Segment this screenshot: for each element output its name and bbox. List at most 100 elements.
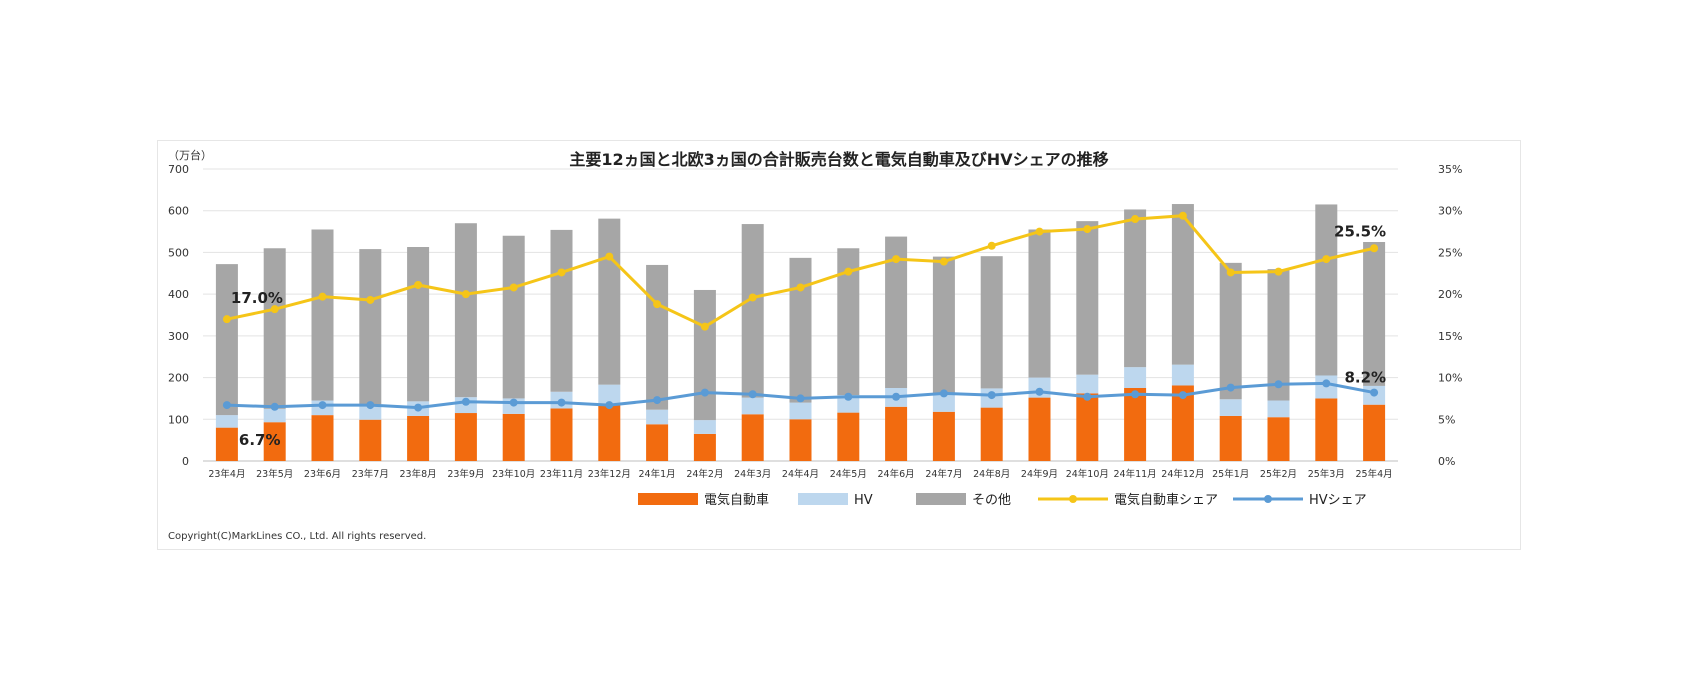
ev-share-point bbox=[605, 252, 614, 261]
bar-other bbox=[885, 236, 908, 388]
bar-ev bbox=[263, 422, 286, 461]
bar-other bbox=[1124, 209, 1147, 368]
annotations: 17.0% 6.7% 25.5% 8.2% bbox=[231, 222, 1386, 449]
ev-share-point bbox=[222, 315, 231, 324]
bar-hv bbox=[215, 415, 238, 428]
bar-hv bbox=[741, 397, 764, 415]
hv-share-point bbox=[653, 396, 662, 405]
hv-share-point bbox=[1274, 380, 1283, 389]
bar-other bbox=[1363, 242, 1386, 386]
bar-other bbox=[215, 264, 238, 416]
hv-share-point bbox=[414, 403, 423, 412]
y-left-axis: 0 100 200 300 400 500 600 700 bbox=[168, 163, 189, 468]
x-tick-label: 24年7月 bbox=[925, 468, 962, 480]
bar-hv bbox=[932, 393, 955, 412]
x-tick-label: 25年3月 bbox=[1308, 468, 1345, 480]
y-left-tick-label: 200 bbox=[168, 372, 189, 385]
hv-share-point bbox=[366, 401, 375, 410]
hv-share-point bbox=[939, 389, 948, 398]
bar-ev bbox=[932, 411, 955, 461]
bar-other bbox=[502, 235, 525, 399]
hv-share-point bbox=[1370, 388, 1379, 397]
bar-hv bbox=[263, 408, 286, 423]
x-tick-label: 24年12月 bbox=[1161, 468, 1204, 480]
y-left-tick-label: 600 bbox=[168, 205, 189, 218]
x-tick-label: 25年1月 bbox=[1212, 468, 1249, 480]
ev-share-point bbox=[653, 300, 662, 309]
bar-ev bbox=[311, 415, 334, 461]
ev-share-point bbox=[366, 295, 375, 304]
ev-share-point bbox=[1178, 211, 1187, 220]
bar-other bbox=[263, 248, 286, 409]
y-right-tick-label: 35% bbox=[1438, 163, 1462, 176]
x-axis: 23年4月 23年5月 23年6月 23年7月 23年8月 23年9月 23年10月 23年1… bbox=[208, 468, 1392, 480]
legend-label: HVシェア bbox=[1309, 493, 1367, 508]
y-left-tick-label: 500 bbox=[168, 246, 189, 259]
ev-share-point bbox=[1035, 227, 1044, 236]
ev-share-point bbox=[270, 305, 279, 314]
x-tick-label: 23年9月 bbox=[447, 468, 484, 480]
ev-share-point bbox=[987, 241, 996, 250]
x-tick-label: 24年10月 bbox=[1066, 468, 1109, 480]
legend-label: HV bbox=[854, 493, 873, 508]
hv-share-point bbox=[892, 392, 901, 401]
hv-share-point bbox=[987, 391, 996, 400]
bar-other bbox=[407, 247, 430, 402]
ev-share-point bbox=[844, 267, 853, 276]
bar-hv bbox=[789, 402, 812, 420]
bar-other bbox=[598, 218, 621, 385]
anno-ev-first: 17.0% bbox=[231, 289, 283, 307]
bar-hv bbox=[1267, 400, 1290, 418]
bar-other bbox=[1219, 262, 1242, 400]
ev-share-point bbox=[700, 322, 709, 331]
bar-other bbox=[1076, 221, 1099, 375]
x-tick-label: 23年8月 bbox=[400, 468, 437, 480]
x-tick-label: 23年6月 bbox=[304, 468, 341, 480]
y-right-tick-label: 30% bbox=[1438, 205, 1462, 218]
bar-ev bbox=[1171, 385, 1194, 461]
bar-stacks bbox=[215, 204, 1386, 461]
hv-share-point bbox=[1322, 379, 1331, 388]
ev-share-point bbox=[748, 293, 757, 302]
x-tick-label: 25年4月 bbox=[1356, 468, 1393, 480]
bar-ev bbox=[550, 408, 573, 461]
y-left-tick-label: 400 bbox=[168, 288, 189, 301]
hv-share-point bbox=[222, 401, 231, 410]
hv-share-point bbox=[270, 402, 279, 411]
y-right-tick-label: 5% bbox=[1438, 413, 1455, 426]
ev-share-point bbox=[1274, 267, 1283, 276]
bar-ev bbox=[837, 412, 860, 461]
bar-hv bbox=[1219, 399, 1242, 416]
bar-other bbox=[454, 223, 477, 398]
legend-marker bbox=[1069, 495, 1077, 503]
hv-share-point bbox=[700, 388, 709, 397]
y-right-tick-label: 25% bbox=[1438, 246, 1462, 259]
y-left-tick-label: 0 bbox=[182, 455, 189, 468]
x-tick-label: 23年11月 bbox=[540, 468, 583, 480]
ev-share-point bbox=[509, 283, 518, 292]
bar-ev bbox=[980, 407, 1003, 461]
bar-ev bbox=[741, 414, 764, 461]
hv-share-point bbox=[557, 398, 566, 407]
bar-hv bbox=[1076, 374, 1099, 394]
y-left-tick-label: 100 bbox=[168, 413, 189, 426]
bar-other bbox=[1028, 229, 1051, 378]
legend-label: その他 bbox=[972, 493, 1011, 508]
legend-swatch bbox=[798, 493, 848, 505]
y-left-tick-label: 700 bbox=[168, 163, 189, 176]
chart-frame: 主要12ヵ国と北欧3ヵ国の合計販売台数と電気自動車及びHVシェアの推移 （万台）… bbox=[157, 140, 1521, 550]
hv-share-point bbox=[605, 401, 614, 410]
hv-share-point bbox=[1226, 383, 1235, 392]
y-right-tick-label: 20% bbox=[1438, 288, 1462, 301]
bar-ev bbox=[1028, 397, 1051, 461]
copyright-text: Copyright(C)MarkLines CO., Ltd. All righ… bbox=[168, 531, 426, 542]
hv-share-point bbox=[509, 398, 518, 407]
anno-hv-last: 8.2% bbox=[1344, 369, 1386, 387]
ev-share-point bbox=[892, 255, 901, 264]
chart-svg: 主要12ヵ国と北欧3ヵ国の合計販売台数と電気自動車及びHVシェアの推移 （万台）… bbox=[168, 148, 1462, 542]
bar-other bbox=[311, 229, 334, 401]
bar-ev bbox=[1076, 393, 1099, 461]
x-tick-label: 23年4月 bbox=[208, 468, 245, 480]
share-lines bbox=[222, 211, 1379, 412]
bar-hv bbox=[598, 384, 621, 405]
